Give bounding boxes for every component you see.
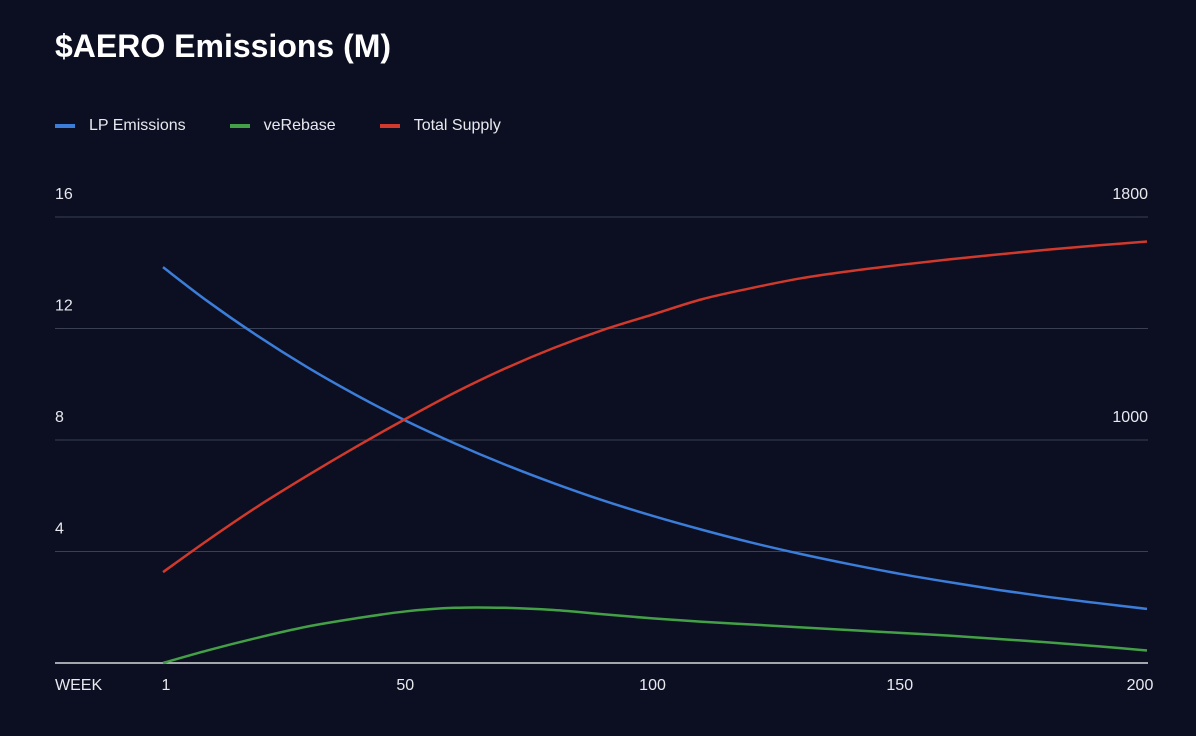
legend: LP Emissions veRebase Total Supply [55,117,545,135]
x-tick-label: 100 [639,677,666,694]
legend-label: veRebase [263,117,336,134]
legend-label: LP Emissions [89,117,186,134]
series-line-total-supply [162,240,1148,574]
y-right-tick-label: 1800 [1112,186,1148,203]
legend-item-total-supply[interactable]: Total Supply [379,117,501,135]
x-tick-label: 50 [396,677,414,694]
x-tick-label: 150 [886,677,913,694]
y-left-tick-label: 12 [55,298,73,315]
legend-label: Total Supply [413,117,501,134]
x-axis-label: WEEK [55,677,102,694]
series-line-verebase [162,606,1148,665]
y-left-tick-label: 4 [55,521,64,538]
legend-swatch [229,124,250,128]
y-left-tick-label: 8 [55,409,64,426]
y-right-tick-label: 1000 [1112,409,1148,426]
legend-item-verebase[interactable]: veRebase [229,117,336,135]
series-line-lp-emissions [162,266,1148,611]
legend-swatch [379,124,400,128]
chart-title: $AERO Emissions (M) [55,28,392,64]
legend-swatch [55,124,75,128]
x-tick-label: 200 [1127,677,1154,694]
y-left-tick-label: 16 [55,186,73,203]
x-tick-label: 1 [162,677,171,694]
legend-item-lp-emissions[interactable]: LP Emissions [55,117,186,135]
